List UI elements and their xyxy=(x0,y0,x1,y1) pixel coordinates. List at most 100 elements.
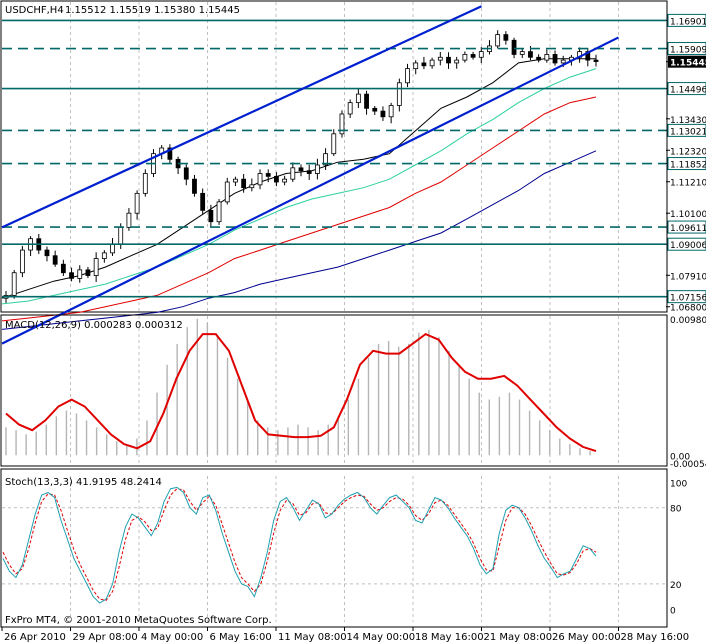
stochastic-panel[interactable]: 100 80 20 0 Stoch(13,3,3) 41.9195 48.2414 F… xyxy=(0,468,687,628)
candle-body xyxy=(126,212,132,228)
candle-body xyxy=(216,201,222,223)
macd-panel[interactable]: 0.00980 0.00-0.00054 MACD(12,26,9) 0.0002… xyxy=(0,314,706,470)
candle-body xyxy=(429,59,435,67)
macd-tick-label: 0.00980 xyxy=(670,316,706,326)
candle-body xyxy=(249,184,255,189)
stochastic-tick-label: 20 xyxy=(670,581,682,591)
time-axis: 26 Apr 2010 29 Apr 08:00 4 May 00:00 6 May … xyxy=(1,627,690,643)
candle-body xyxy=(355,93,361,104)
macd-tick-label: 0.00 xyxy=(670,452,690,462)
candle-body xyxy=(142,173,148,194)
moving-average-line xyxy=(1,150,597,330)
level-price-label: 1.13021 xyxy=(670,127,706,137)
candle-body xyxy=(118,226,124,245)
candle-body xyxy=(110,243,115,254)
candle-body xyxy=(405,68,410,84)
candle-body xyxy=(396,82,402,106)
candle-body xyxy=(478,51,484,58)
time-tick-label: 6 May 16:00 xyxy=(210,632,272,643)
level-price-tag xyxy=(667,82,706,96)
stochastic-tick-label: 100 xyxy=(670,479,687,489)
time-tick-label: 11 May 08:00 xyxy=(278,632,347,643)
candle-body xyxy=(200,192,206,211)
stochastic-tick-label: 80 xyxy=(670,505,682,515)
macd-axis: 0.00980 0.00-0.00054 xyxy=(670,316,706,470)
price-tick-label: 1.10100 xyxy=(670,210,706,220)
horizontal-levels[interactable] xyxy=(2,19,666,298)
candle-body xyxy=(421,62,427,67)
level-price-label: 1.11852 xyxy=(670,161,706,171)
chart-ohlc: 1.15512 1.15519 1.15380 1.15445 xyxy=(65,5,240,16)
stochastic-signal-line xyxy=(2,488,597,601)
price-tick-label: 1.12320 xyxy=(670,147,706,157)
level-price-tag xyxy=(667,220,706,234)
moving-averages xyxy=(1,58,597,330)
trend-channel[interactable] xyxy=(1,5,619,345)
stochastic-main-line xyxy=(2,486,597,604)
candle-body xyxy=(282,178,288,183)
level-price-label: 1.09006 xyxy=(670,241,706,251)
chart-title: USDCHF,H4 xyxy=(5,5,64,16)
level-price-label: 1.07156 xyxy=(670,294,706,304)
candle-body xyxy=(167,147,173,160)
candle-body xyxy=(446,56,451,64)
candle-body xyxy=(454,59,460,64)
candle-body xyxy=(536,56,542,61)
channel-line xyxy=(1,5,482,229)
candle-body xyxy=(339,113,345,135)
price-tick-label: 1.11210 xyxy=(670,179,706,189)
candle-body xyxy=(233,178,238,183)
time-tick-label: 14 May 00:00 xyxy=(347,632,416,643)
candle-body xyxy=(298,167,304,172)
candle-body xyxy=(257,173,263,186)
candle-body xyxy=(544,54,550,61)
current-price-label: 1.15445 xyxy=(670,59,706,69)
candle-body xyxy=(134,192,140,214)
candle-body xyxy=(19,249,25,274)
candle-body xyxy=(470,54,476,58)
candle-body xyxy=(519,51,525,55)
price-panel-frame xyxy=(0,0,668,313)
candle-body xyxy=(52,255,58,265)
price-tick-label: 1.07910 xyxy=(670,272,706,282)
candle-body xyxy=(44,249,50,257)
price-tick-label: 1.06800 xyxy=(670,304,706,314)
candle-body xyxy=(93,258,99,276)
macd-signal-line xyxy=(5,332,597,453)
candle-body xyxy=(511,39,517,55)
time-tick-label: 29 Apr 08:00 xyxy=(73,632,138,643)
candle-body xyxy=(495,34,501,47)
candle-body xyxy=(265,173,271,177)
level-price-tag xyxy=(667,42,706,56)
time-tick-label: 4 May 00:00 xyxy=(141,632,203,643)
level-price-tag xyxy=(667,157,706,171)
candle-body xyxy=(372,107,378,112)
stochastic-panel-frame xyxy=(0,468,668,628)
candle-body xyxy=(290,167,296,180)
candle-body xyxy=(241,178,247,189)
level-price-label: 1.09611 xyxy=(670,224,706,234)
price-axis: 1.16901 1.15909 1.15445 1.14496 1.134301.130… xyxy=(666,13,706,314)
candle-body xyxy=(528,51,533,58)
price-panel[interactable]: 1.16901 1.15909 1.15445 1.14496 1.134301.130… xyxy=(0,0,706,345)
stochastic-axis: 100 80 20 0 xyxy=(670,479,687,616)
candle-body xyxy=(552,54,558,64)
candle-body xyxy=(462,54,468,61)
time-tick-label: 18 May 16:00 xyxy=(415,632,484,643)
candle-body xyxy=(413,62,419,70)
candle-body xyxy=(380,110,386,118)
macd-panel-frame xyxy=(0,314,668,467)
candle-body xyxy=(208,209,214,223)
moving-average-line xyxy=(1,58,596,299)
moving-average-line xyxy=(1,68,597,305)
macd-label: MACD(12,26,9) 0.000283 0.000312 xyxy=(5,320,183,331)
candle-body xyxy=(437,56,443,61)
candle-body xyxy=(224,181,230,203)
level-price-tag xyxy=(667,13,706,27)
candle-body xyxy=(331,133,337,155)
candle-body xyxy=(388,105,394,118)
time-tick-label: 28 May 16:00 xyxy=(621,632,690,643)
time-tick-label: 26 Apr 2010 xyxy=(4,632,66,643)
